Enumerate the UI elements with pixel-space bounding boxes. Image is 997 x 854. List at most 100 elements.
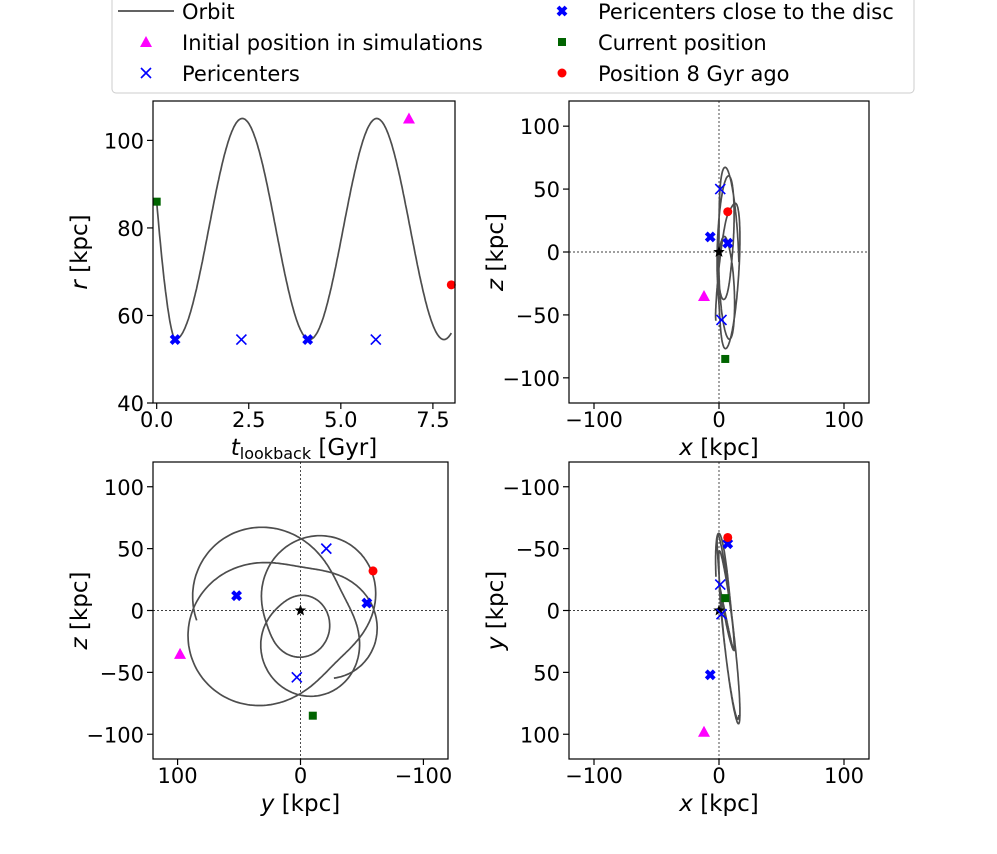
legend-label-current: Current position: [598, 31, 767, 55]
plot-area: [155, 117, 453, 341]
y-tick-label: −50: [100, 661, 144, 685]
x-axis-label-unit: [kpc]: [693, 435, 759, 461]
y-tick-label: 50: [533, 178, 560, 202]
pericenter-disc-marker: [302, 334, 314, 345]
y-tick-label: 40: [117, 392, 144, 416]
orbit-line: [155, 117, 453, 341]
position-8gyr-marker: [368, 566, 378, 576]
y-axis-label-symbol: y: [483, 636, 509, 651]
y-axis-label-symbol: r: [67, 279, 93, 290]
y-tick-label: 80: [117, 217, 144, 241]
legend-label-orbit: Orbit: [182, 0, 235, 24]
x-tick-label: 100: [158, 764, 198, 788]
pericenter-disc-marker: [722, 237, 734, 249]
x-axis-label-unit: [kpc]: [274, 791, 340, 817]
current-position-marker: [308, 711, 317, 720]
panel-r-vs-t: 0.0 2.5 5.0 7.5 40 60 80 100 tlookback [Gyr] r [k…: [67, 100, 456, 463]
y-tick-label: 100: [104, 476, 144, 500]
y-tick-label: 100: [104, 129, 144, 153]
x-tick-label: 7.5: [416, 408, 449, 432]
y-tick-label: 0: [547, 241, 560, 265]
x-axis-label-unit: [Gyr]: [311, 435, 377, 461]
y-tick-label: −50: [516, 304, 560, 328]
position-8gyr-marker: [723, 532, 733, 542]
legend-label-peri_disc: Pericenters close to the disc: [598, 0, 894, 24]
x-tick-label: −100: [565, 764, 623, 788]
y-tick-label: −100: [502, 367, 560, 391]
current-position-marker: [152, 197, 161, 206]
y-axis-label-unit: [kpc]: [483, 213, 509, 279]
position-8gyr-marker: [446, 280, 456, 290]
x-axis-label-symbol: y: [260, 791, 275, 817]
x-axis-label-symbol: x: [678, 435, 693, 461]
x-axis-label-unit: [kpc]: [693, 791, 759, 817]
y-tick-label: −50: [516, 538, 560, 562]
x-tick-label: 5.0: [324, 408, 357, 432]
pericenter-marker: [715, 608, 728, 620]
y-tick-label: −100: [86, 723, 144, 747]
orbit-line: [187, 526, 379, 707]
y-axis-label-unit: [kpc]: [67, 572, 93, 638]
x-tick-label: 0: [294, 764, 307, 788]
x-tick-label: −100: [565, 408, 623, 432]
x-tick-label: −100: [395, 764, 453, 788]
y-tick-label: 60: [117, 304, 144, 328]
legend-marker-current: [558, 38, 566, 46]
pericenter-marker: [291, 671, 303, 683]
legend-marker-peri_disc: [556, 5, 568, 17]
initial-position-marker: [174, 647, 187, 659]
x-axis-label: y [kpc]: [260, 791, 340, 817]
y-tick-label: 0: [131, 600, 144, 624]
current-position-marker: [721, 354, 730, 363]
x-axis-label-subscript: lookback: [240, 444, 312, 463]
galactic-centre-star: [713, 604, 725, 616]
y-axis-label: y [kpc]: [483, 571, 509, 651]
legend-label-ago8: Position 8 Gyr ago: [598, 62, 790, 86]
x-tick-label: 0.0: [140, 408, 173, 432]
x-tick-label: 2.5: [232, 408, 265, 432]
legend-frame: [111, 0, 915, 94]
axes-frame: [152, 100, 456, 404]
pericenter-marker: [715, 314, 728, 326]
y-axis-label-unit: [kpc]: [483, 571, 509, 637]
orbit-line: [714, 166, 741, 350]
y-axis-label-symbol: z: [67, 636, 93, 650]
galactic-centre-star: [294, 604, 307, 616]
pericenter-disc-marker: [704, 231, 716, 243]
pericenter-marker: [320, 543, 332, 555]
x-axis-label: x [kpc]: [678, 791, 758, 817]
current-position-marker: [721, 594, 730, 603]
y-tick-label: 0: [547, 600, 560, 624]
legend-marker-initial: [140, 36, 152, 47]
x-axis-label-symbol: x: [678, 791, 693, 817]
legend-label-initial: Initial position in simulations: [182, 31, 483, 55]
y-axis-label-symbol: z: [483, 278, 509, 292]
legend: Orbit Initial position in simulations Peri…: [111, 0, 915, 94]
y-tick-label: 100: [520, 723, 560, 747]
y-axis-label: z [kpc]: [483, 213, 509, 292]
y-axis-label-unit: [kpc]: [67, 214, 93, 280]
galactic-centre-star: [713, 246, 725, 257]
pericenter-disc-marker: [231, 590, 242, 602]
y-tick-label: 50: [533, 661, 560, 685]
legend-marker-ago8: [557, 68, 567, 78]
x-axis-label: tlookback [Gyr]: [231, 435, 378, 463]
x-tick-label: 100: [824, 408, 864, 432]
x-tick-label: 0: [712, 764, 725, 788]
pericenter-disc-marker: [704, 669, 716, 681]
pericenter-marker: [235, 333, 247, 346]
legend-marker-peri: [140, 67, 152, 79]
orbit-line: [714, 532, 741, 725]
x-axis-label-symbol: t: [231, 435, 241, 461]
pericenter-disc-marker: [361, 597, 373, 609]
y-tick-label: −100: [502, 476, 560, 500]
y-axis-label: z [kpc]: [67, 572, 93, 651]
legend-label-peri: Pericenters: [182, 62, 300, 86]
pericenter-marker: [370, 333, 382, 346]
pericenter-marker: [714, 183, 726, 195]
initial-position-marker: [698, 290, 710, 302]
